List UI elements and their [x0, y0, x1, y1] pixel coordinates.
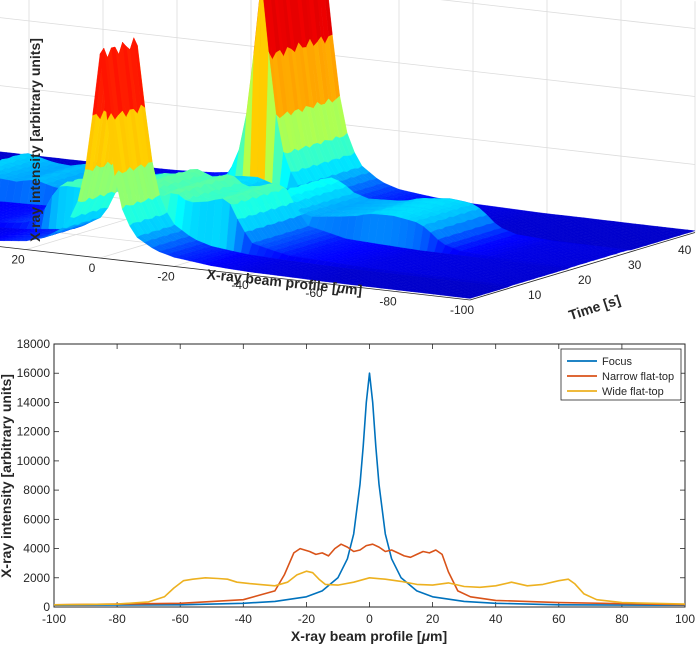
z-gridline [440, 0, 696, 29]
surface-chart-panel: 50001000015000100806040200-20-40-60-80-1… [0, 0, 696, 323]
side-wall [0, 0, 695, 233]
surface-chart: 50001000015000100806040200-20-40-60-80-1… [0, 0, 696, 323]
x-axis-line [0, 246, 471, 301]
surface-mesh [0, 0, 696, 299]
time-axis-line [469, 232, 696, 301]
